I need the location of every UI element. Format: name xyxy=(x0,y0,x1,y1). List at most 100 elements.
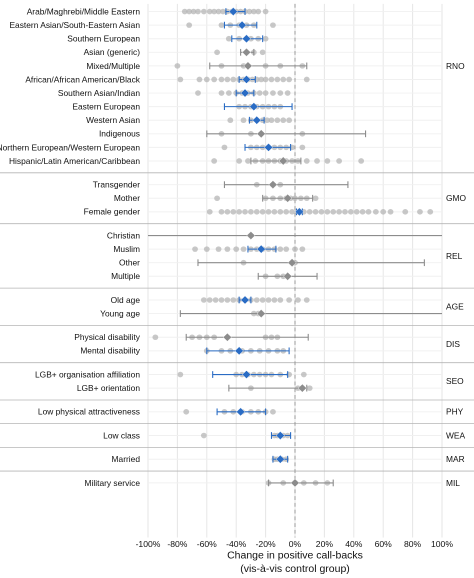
study-point xyxy=(152,334,159,341)
study-point xyxy=(192,246,198,252)
study-point xyxy=(190,8,197,15)
estimate-diamond xyxy=(237,20,247,30)
study-point xyxy=(253,209,260,215)
study-point xyxy=(303,158,310,164)
x-tick-label: -80% xyxy=(167,539,188,549)
study-point xyxy=(259,209,266,215)
x-tick-label: -60% xyxy=(197,539,218,549)
study-point xyxy=(255,8,262,15)
study-point xyxy=(240,246,247,252)
row-label: Christian xyxy=(107,232,141,241)
row-label: African/African American/Black xyxy=(25,75,141,84)
study-point xyxy=(262,8,269,15)
study-point xyxy=(359,209,366,215)
study-point xyxy=(277,246,284,252)
study-point xyxy=(250,8,257,15)
group-label: REL xyxy=(446,252,463,261)
group-label: PHY xyxy=(446,408,464,417)
study-point xyxy=(262,35,269,42)
study-point xyxy=(258,76,265,83)
study-point xyxy=(206,209,213,215)
study-point xyxy=(200,8,207,15)
study-points-layer xyxy=(152,8,434,486)
row-label: Old age xyxy=(111,296,141,305)
study-point xyxy=(224,209,231,215)
study-point xyxy=(218,22,225,28)
estimate-diamond xyxy=(264,143,274,152)
row-label: Married xyxy=(112,455,141,464)
study-point xyxy=(200,432,207,439)
study-point xyxy=(196,76,203,83)
group-label: MAR xyxy=(446,455,465,464)
group-label: AGE xyxy=(446,303,464,312)
study-point xyxy=(324,158,331,164)
study-point xyxy=(365,209,372,215)
row-label: Physical disability xyxy=(74,333,141,342)
study-point xyxy=(300,371,307,378)
study-point xyxy=(177,371,184,378)
row-label: Northern European/Western European xyxy=(0,143,140,152)
study-point xyxy=(286,76,293,83)
study-point xyxy=(203,76,210,83)
estimate-diamond xyxy=(256,309,266,318)
study-point xyxy=(240,117,247,124)
study-point xyxy=(270,409,276,415)
row-label: Southern European xyxy=(67,35,140,44)
study-point xyxy=(225,90,232,96)
x-tick-label: -20% xyxy=(256,539,277,549)
study-point xyxy=(312,209,319,215)
x-tick-label: 40% xyxy=(345,539,363,549)
estimate-diamond xyxy=(236,407,246,417)
study-point xyxy=(236,209,243,215)
study-point xyxy=(427,209,434,215)
study-point xyxy=(218,209,225,215)
estimate-diamond xyxy=(228,7,238,16)
study-point xyxy=(214,195,220,202)
estimate-diamond xyxy=(256,129,266,139)
study-point xyxy=(225,35,232,42)
study-point xyxy=(259,49,266,56)
study-point xyxy=(283,209,290,215)
group-label: SEO xyxy=(446,377,464,386)
estimate-diamond xyxy=(242,370,251,379)
study-point xyxy=(259,297,266,303)
study-point xyxy=(372,209,379,215)
study-point xyxy=(253,297,260,303)
estimate-diamond xyxy=(287,258,297,268)
estimate-diamond xyxy=(256,244,266,254)
study-point xyxy=(417,209,423,215)
study-point xyxy=(284,90,291,96)
row-label: Asian (generic) xyxy=(84,48,141,57)
study-point xyxy=(330,209,337,215)
study-point xyxy=(218,76,225,83)
study-point xyxy=(270,22,276,28)
row-label: Indigenous xyxy=(99,130,140,139)
study-point xyxy=(271,209,278,215)
study-point xyxy=(174,63,181,69)
study-point xyxy=(211,8,218,15)
row-label: Eastern Asian/South-Eastern Asian xyxy=(9,21,140,30)
estimate-diamond xyxy=(278,156,288,166)
study-point xyxy=(347,209,354,215)
study-point xyxy=(380,209,387,215)
study-point xyxy=(224,246,231,252)
study-point xyxy=(292,246,298,252)
row-label: Transgender xyxy=(93,181,141,190)
row-label: Southern Asian/Indian xyxy=(58,89,140,98)
study-point xyxy=(303,76,310,83)
study-point xyxy=(227,117,234,124)
group-label: MIL xyxy=(446,479,460,488)
study-point xyxy=(246,8,253,15)
study-point xyxy=(289,209,295,215)
study-point xyxy=(224,297,231,303)
study-point xyxy=(256,90,263,96)
study-point xyxy=(215,246,222,252)
group-label: DIS xyxy=(446,340,460,349)
study-point xyxy=(218,297,225,303)
study-point xyxy=(262,90,269,96)
row-label: Young age xyxy=(100,310,140,319)
study-point xyxy=(274,76,281,83)
estimate-diamond xyxy=(290,478,300,488)
estimate-diamond xyxy=(283,193,293,203)
